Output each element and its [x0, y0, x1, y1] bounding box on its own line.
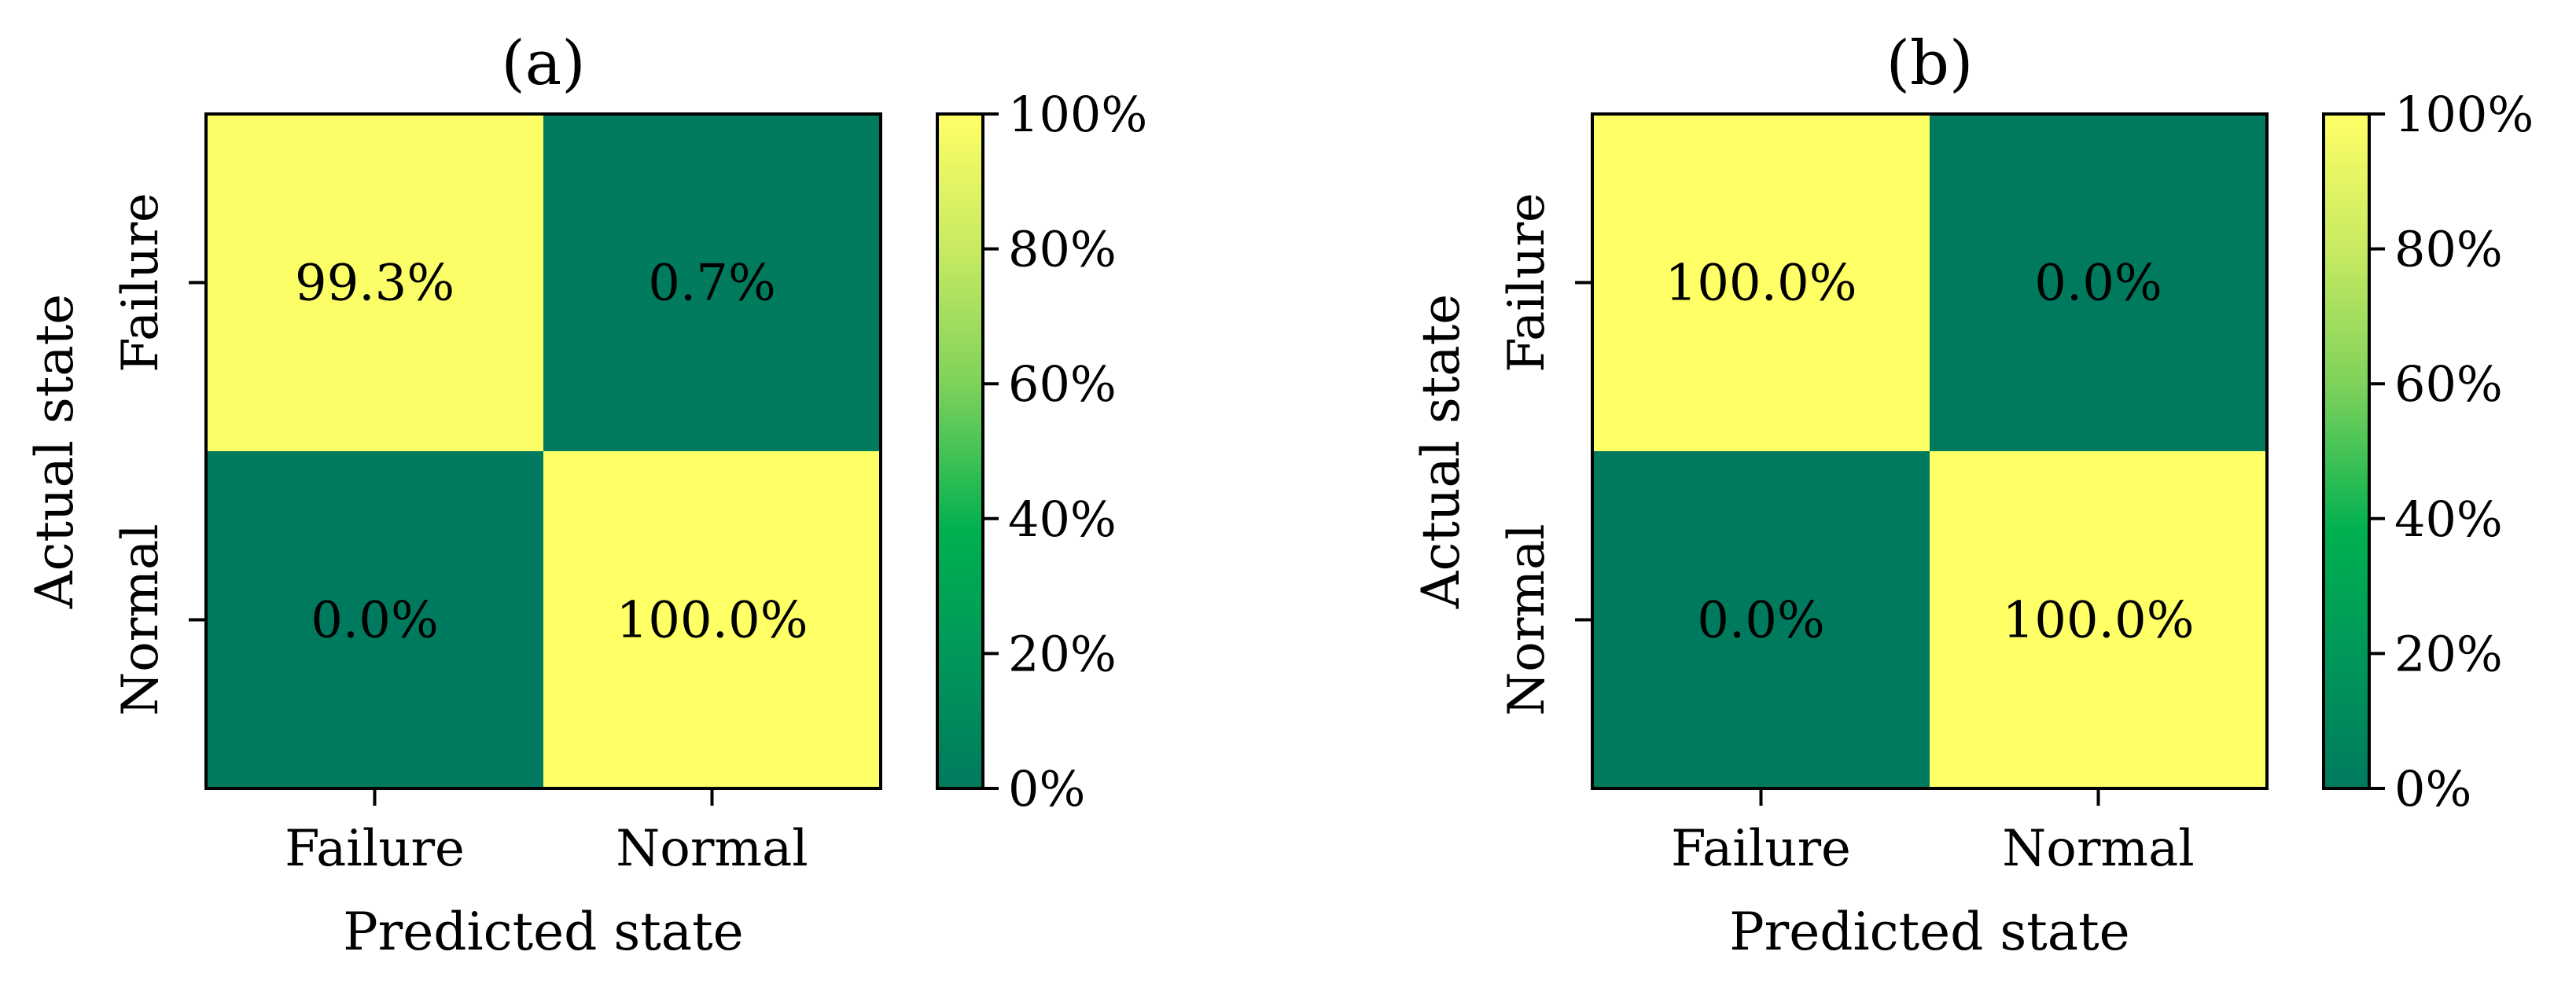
- heatmap-cell: [1930, 451, 2267, 788]
- colorbar-tick-label: 60%: [2394, 355, 2503, 413]
- colorbar-tick-label: 80%: [1008, 221, 1117, 278]
- panel-title: (a): [501, 28, 585, 99]
- y-axis-label: Actual state: [24, 294, 85, 609]
- colorbar-tick-label: 20%: [1008, 625, 1117, 682]
- y-tick-label: Normal: [1498, 524, 1556, 715]
- cell-value-label: 99.3%: [295, 255, 454, 313]
- heatmap-cell: [1592, 451, 1930, 788]
- cell-value-label: 0.0%: [1697, 592, 1825, 650]
- x-axis-label: Predicted state: [1729, 902, 2129, 962]
- cell-value-label: 0.0%: [311, 592, 439, 650]
- y-tick-label: Failure: [1498, 193, 1556, 373]
- colorbar-tick-label: 100%: [1008, 86, 1147, 143]
- colorbar-tick-label: 0%: [2394, 760, 2471, 817]
- cell-value-label: 100.0%: [616, 592, 808, 650]
- colorbar-tick-label: 0%: [1008, 760, 1085, 817]
- panel-title: (b): [1886, 28, 1974, 99]
- heatmap-cell: [1930, 114, 2267, 451]
- colorbar-tick-label: 100%: [2394, 86, 2534, 143]
- colorbar-tick-label: 80%: [2394, 221, 2503, 278]
- heatmap-cell: [1592, 114, 1930, 451]
- heatmap-panel-a: 99.3% 0.7% 0.0% 100.0% (a) Failure Normal Predi…: [24, 28, 1147, 962]
- heatmap-frame: [204, 112, 882, 790]
- x-tick-label: Failure: [1671, 820, 1851, 878]
- x-tick-label: Normal: [2002, 820, 2194, 878]
- heatmap-cell: [206, 114, 543, 451]
- colorbar: 0% 20% 40% 60% 80% 100%: [936, 86, 1147, 817]
- colorbar-gradient: [2324, 114, 2369, 788]
- heatmap-cell: [543, 114, 881, 451]
- colorbar-frame: [936, 112, 984, 790]
- colorbar-tick-label: 40%: [2394, 490, 2503, 548]
- colorbar-frame: [2322, 112, 2371, 790]
- heatmap-panel-b: 100.0% 0.0% 0.0% 100.0% (b) Failure Normal Pred…: [1411, 28, 2534, 962]
- x-tick-label: Normal: [616, 820, 808, 878]
- x-tick-label: Failure: [285, 820, 465, 878]
- colorbar-tick-label: 40%: [1008, 490, 1117, 548]
- heatmap-cell: [206, 451, 543, 788]
- colorbar-tick-label: 20%: [2394, 625, 2503, 682]
- heatmap-cell: [543, 451, 881, 788]
- cell-value-label: 0.0%: [2034, 255, 2162, 313]
- heatmap-frame: [1591, 112, 2269, 790]
- cell-value-label: 0.7%: [648, 255, 776, 313]
- colorbar-gradient: [937, 114, 983, 788]
- y-axis-label: Actual state: [1411, 294, 1471, 609]
- cell-value-label: 100.0%: [2002, 592, 2194, 650]
- x-axis-label: Predicted state: [343, 902, 743, 962]
- colorbar: 0% 20% 40% 60% 80% 100%: [2322, 86, 2534, 817]
- y-tick-label: Normal: [112, 524, 170, 715]
- colorbar-tick-label: 60%: [1008, 355, 1117, 413]
- cell-value-label: 100.0%: [1665, 255, 1857, 313]
- y-tick-label: Failure: [112, 193, 170, 373]
